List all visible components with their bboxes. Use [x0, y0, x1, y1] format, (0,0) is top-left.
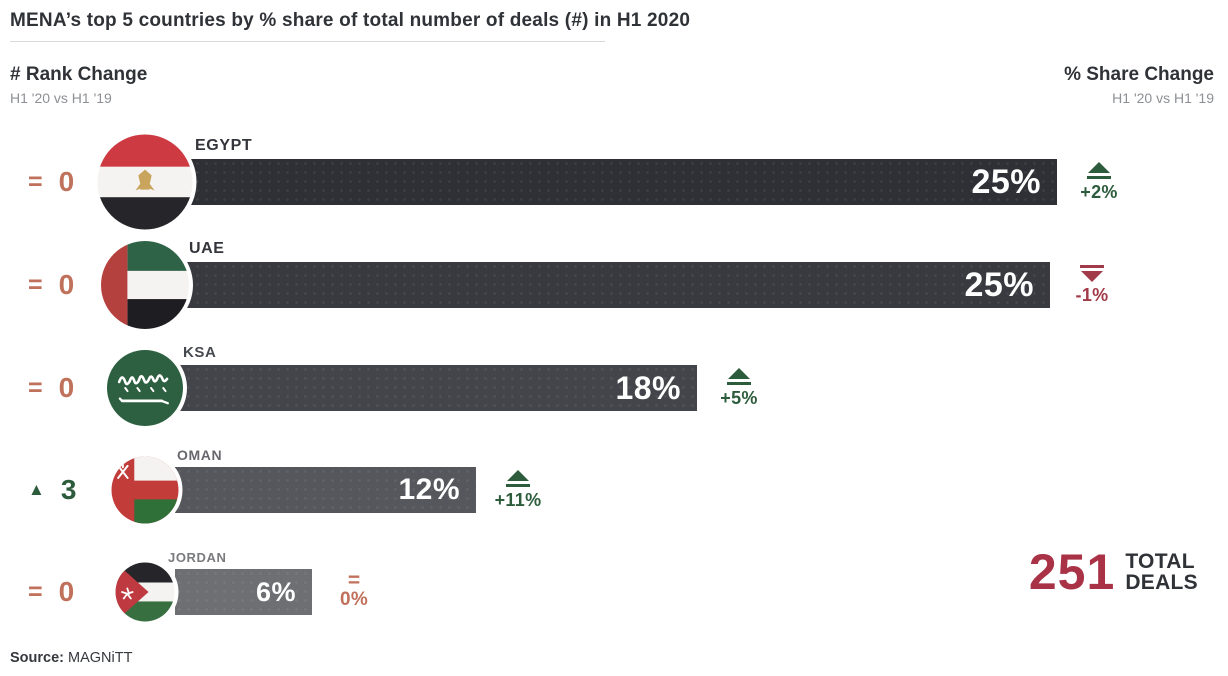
- triangle-baseline: [1087, 175, 1111, 179]
- total-label-line1: TOTAL: [1125, 549, 1195, 573]
- bar-line: 25% +2%: [175, 159, 1123, 205]
- down-triangle-icon: [1081, 270, 1103, 282]
- rank-equal-icon: =: [28, 167, 43, 196]
- share-change-value: 0%: [339, 589, 369, 610]
- bar-line: 18% +5%: [175, 365, 763, 411]
- share-value-label: 25%: [971, 162, 1041, 201]
- share-bar: 25%: [175, 262, 1050, 308]
- share-change-header: % Share Change H1 '20 vs H1 '19: [1064, 64, 1214, 106]
- rank-change-oman: ▲ 3: [28, 467, 76, 513]
- jordan-flag-icon: [111, 558, 179, 626]
- rank-change-value: 0: [58, 372, 75, 403]
- title-divider: [10, 41, 605, 42]
- chart-row-jordan: = 0 JORDAN 6% = 0%: [0, 550, 1228, 626]
- rank-change-jordan: = 0: [28, 569, 74, 615]
- country-label: KSA: [183, 344, 217, 361]
- ksa-flag-icon: [103, 346, 187, 430]
- share-value-label: 12%: [398, 473, 460, 506]
- country-label: UAE: [189, 240, 225, 257]
- share-change-indicator: +11%: [494, 469, 542, 511]
- share-change-indicator: +2%: [1075, 161, 1123, 203]
- rank-equal-icon: =: [28, 270, 43, 299]
- share-change-header-subtitle: H1 '20 vs H1 '19: [1112, 90, 1214, 106]
- rank-change-value: 0: [58, 166, 75, 197]
- egypt-flag-icon: [93, 130, 197, 234]
- rank-change-header-title: # Rank Change: [10, 64, 148, 85]
- rank-up-triangle-icon: ▲: [28, 479, 45, 499]
- rank-change-header-subtitle: H1 '20 vs H1 '19: [10, 90, 112, 106]
- share-bar: 12%: [175, 467, 476, 513]
- triangle-baseline: [1080, 264, 1104, 268]
- chart-title: MENA’s top 5 countries by % share of tot…: [10, 10, 691, 31]
- share-change-value: +5%: [720, 387, 758, 408]
- rank-change-ksa: = 0: [28, 365, 74, 411]
- rank-equal-icon: =: [28, 577, 43, 606]
- up-triangle-icon: [1088, 161, 1110, 173]
- share-change-indicator: -1%: [1068, 264, 1116, 306]
- share-change-value: +11%: [494, 489, 542, 510]
- share-change-indicator: = 0%: [330, 569, 378, 611]
- total-deals-value: 251: [1028, 544, 1116, 600]
- up-triangle-icon: [728, 367, 750, 379]
- up-triangle-icon: [507, 469, 529, 481]
- chart-row-oman: ▲ 3 OMAN 12% +11%: [0, 447, 1228, 528]
- source-line: Source: MAGNiTT: [10, 650, 132, 666]
- chart-row-ksa: = 0 KSA 18% +5%: [0, 344, 1228, 430]
- total-label-line2: DEALS: [1125, 571, 1198, 594]
- uae-flag-icon: [97, 237, 193, 333]
- equal-icon: =: [347, 569, 361, 592]
- rank-equal-icon: =: [28, 373, 43, 402]
- rank-change-value: 3: [60, 474, 77, 505]
- share-value-label: 25%: [964, 265, 1034, 304]
- rank-change-uae: = 0: [28, 262, 74, 308]
- oman-flag-icon: [107, 452, 183, 528]
- share-change-value: +2%: [1080, 181, 1118, 202]
- share-change-header-title: % Share Change: [1064, 64, 1214, 85]
- rank-change-value: 0: [58, 269, 75, 300]
- bar-line: 12% +11%: [175, 467, 542, 513]
- chart-row-egypt: = 0 EGYPT 25% +2%: [0, 130, 1228, 234]
- source-prefix: Source:: [10, 650, 64, 666]
- bar-line: 6% = 0%: [175, 569, 378, 615]
- country-label: JORDAN: [168, 550, 227, 565]
- rank-change-header: # Rank Change H1 '20 vs H1 '19: [10, 64, 147, 106]
- share-bar: 25%: [175, 159, 1057, 205]
- triangle-baseline: [506, 483, 530, 487]
- share-change-indicator: +5%: [715, 367, 763, 409]
- rank-change-egypt: = 0: [28, 159, 74, 205]
- chart-row-uae: = 0 UAE 25% -1%: [0, 237, 1228, 333]
- country-label: OMAN: [177, 447, 223, 463]
- total-deals-block: 251 TOTAL DEALS: [1029, 547, 1198, 597]
- share-value-label: 18%: [615, 369, 681, 406]
- rank-change-value: 0: [58, 576, 75, 607]
- share-value-label: 6%: [255, 576, 296, 607]
- share-bar: 18%: [175, 365, 697, 411]
- triangle-baseline: [727, 381, 751, 385]
- total-deals-label: TOTAL DEALS: [1125, 549, 1198, 594]
- source-name: MAGNiTT: [64, 650, 133, 666]
- share-bar: 6%: [175, 569, 312, 615]
- share-change-value: -1%: [1075, 284, 1109, 305]
- bar-line: 25% -1%: [175, 262, 1116, 308]
- country-label: EGYPT: [195, 137, 253, 154]
